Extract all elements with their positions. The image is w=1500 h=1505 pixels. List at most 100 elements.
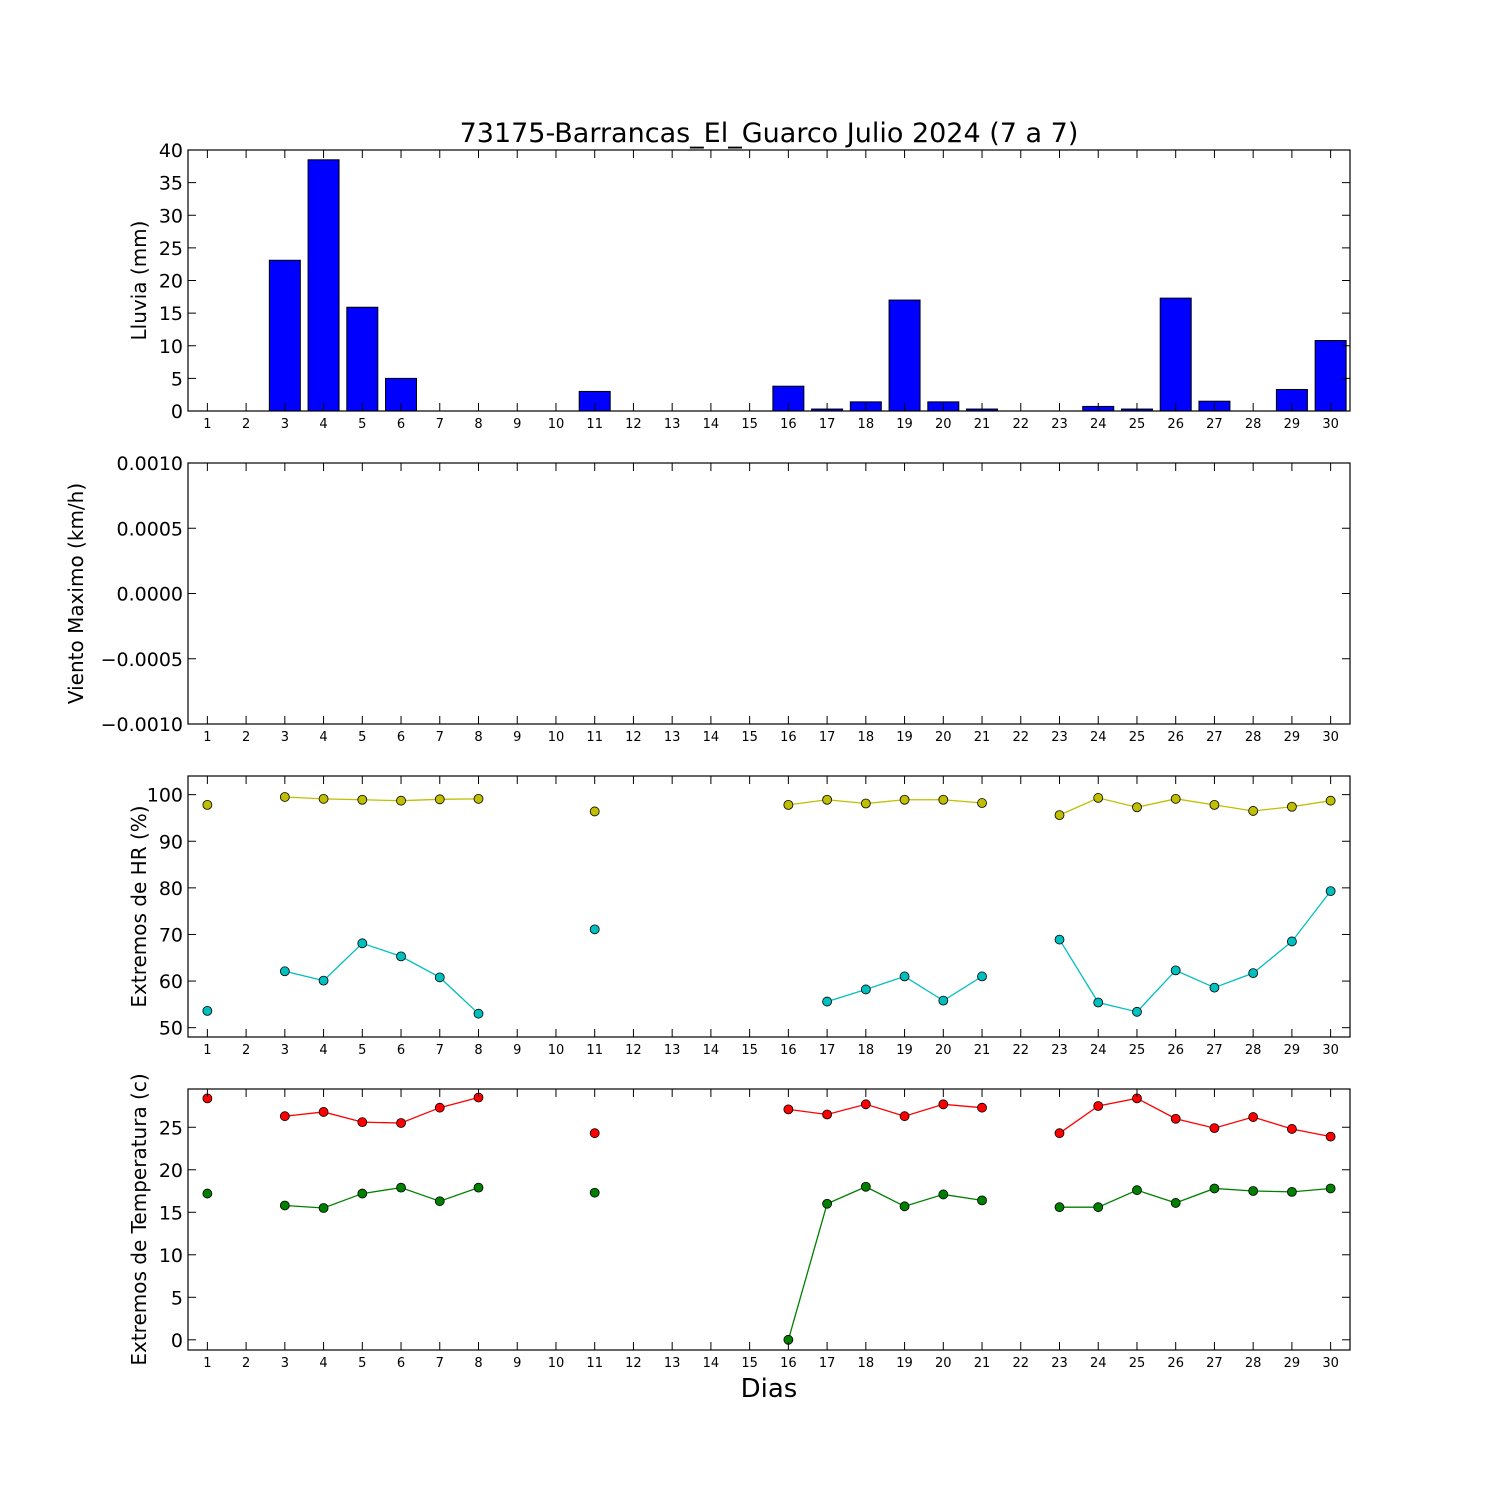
series-line-segment — [284, 1186, 479, 1209]
data-point-day-28 — [1248, 968, 1259, 979]
data-point-day-20 — [938, 1189, 949, 1200]
data-point-day-27 — [1209, 1183, 1220, 1194]
x-tick-label: 29 — [1284, 730, 1301, 745]
x-tick-label: 15 — [741, 1356, 758, 1371]
data-point-day-26 — [1170, 793, 1181, 804]
x-tick-label: 24 — [1090, 730, 1107, 745]
x-tick-label: 8 — [474, 417, 482, 432]
x-tick-label: 11 — [586, 1043, 603, 1058]
x-tick-label: 24 — [1090, 417, 1107, 432]
data-point-day-5 — [357, 794, 368, 805]
x-tick-label: 21 — [974, 730, 991, 745]
x-tick-label: 16 — [780, 730, 797, 745]
x-tick-label: 27 — [1206, 1043, 1223, 1058]
data-point-day-17 — [822, 1109, 832, 1120]
y-tick-label: 5 — [171, 1287, 183, 1309]
x-tick-label: 18 — [858, 1356, 875, 1371]
x-tick-label: 20 — [935, 1043, 952, 1058]
bar-day-19 — [888, 299, 921, 412]
x-tick-label: 5 — [358, 1356, 366, 1371]
x-tick-label: 22 — [1012, 417, 1029, 432]
x-tick-label: 22 — [1012, 730, 1029, 745]
x-tick-label: 13 — [664, 1043, 681, 1058]
series-line-segment — [787, 1186, 983, 1340]
x-tick-label: 21 — [974, 417, 991, 432]
x-tick-label: 18 — [858, 730, 875, 745]
data-point-day-4 — [318, 975, 329, 986]
x-tick-label: 9 — [513, 1043, 521, 1058]
x-tick-label: 12 — [625, 730, 642, 745]
data-point-day-28 — [1248, 1112, 1259, 1122]
x-tick-label: 21 — [974, 1043, 991, 1058]
x-tick-label: 12 — [625, 1043, 642, 1058]
data-point-day-23 — [1054, 810, 1065, 821]
x-tick-label: 8 — [474, 1043, 482, 1058]
x-tick-label: 23 — [1051, 417, 1068, 432]
y-tick-label: 15 — [159, 1202, 183, 1224]
y-tick-label: 10 — [159, 336, 183, 358]
data-point-day-16 — [783, 1104, 794, 1115]
x-tick-label: 14 — [703, 1356, 720, 1371]
y-tick-label: 0.0000 — [117, 584, 183, 606]
y-tick-label: 60 — [159, 971, 183, 993]
x-tick-label: 19 — [896, 1356, 913, 1371]
data-point-day-30 — [1325, 795, 1336, 806]
data-point-day-25 — [1132, 1185, 1142, 1196]
x-tick-label: 28 — [1245, 417, 1262, 432]
data-point-day-28 — [1248, 806, 1259, 816]
x-tick-label: 7 — [436, 1356, 444, 1371]
x-tick-label: 14 — [703, 1043, 720, 1058]
x-tick-label: 14 — [703, 730, 720, 745]
panel-frame — [187, 1088, 1351, 1351]
y-axis-label: Viento Maximo (km/h) — [64, 483, 88, 704]
data-point-day-24 — [1093, 997, 1104, 1008]
data-point-day-17 — [822, 996, 832, 1007]
data-point-day-18 — [860, 984, 871, 995]
x-tick-label: 22 — [1012, 1356, 1029, 1371]
x-tick-label: 27 — [1206, 730, 1223, 745]
x-tick-label: 4 — [319, 1043, 327, 1058]
y-tick-label: 20 — [159, 1160, 183, 1182]
data-point-day-24 — [1093, 793, 1104, 803]
x-tick-label: 10 — [548, 730, 565, 745]
y-tick-label: 5 — [171, 368, 183, 390]
data-point-day-27 — [1209, 1123, 1220, 1134]
series-line-segment — [1059, 797, 1331, 816]
data-point-day-3 — [279, 1200, 290, 1211]
x-tick-label: 22 — [1012, 1043, 1029, 1058]
y-axis-label: Extremos de HR (%) — [127, 805, 151, 1007]
data-point-day-11 — [589, 1187, 600, 1198]
data-point-day-1 — [202, 1188, 213, 1199]
data-point-day-8 — [473, 1008, 484, 1019]
x-tick-label: 25 — [1129, 417, 1146, 432]
data-point-day-3 — [279, 1111, 290, 1122]
y-tick-label: 0.0010 — [117, 453, 183, 475]
y-tick-label: 0 — [171, 401, 183, 423]
x-tick-label: 8 — [474, 1356, 482, 1371]
data-point-day-19 — [899, 971, 910, 982]
data-point-day-19 — [899, 1111, 910, 1122]
data-point-day-7 — [434, 1196, 445, 1207]
data-point-day-20 — [938, 794, 949, 805]
x-tick-label: 1 — [203, 1356, 211, 1371]
data-point-day-21 — [977, 971, 987, 982]
x-tick-label: 7 — [436, 417, 444, 432]
data-point-day-8 — [473, 1182, 484, 1193]
x-tick-label: 10 — [548, 417, 565, 432]
x-tick-label: 11 — [586, 1356, 603, 1371]
x-tick-label: 6 — [397, 730, 405, 745]
x-tick-label: 26 — [1167, 1356, 1184, 1371]
x-tick-label: 17 — [819, 1356, 836, 1371]
x-tick-label: 6 — [397, 1356, 405, 1371]
y-tick-label: 35 — [159, 173, 183, 195]
y-tick-label: 100 — [147, 785, 183, 807]
data-point-day-20 — [938, 1099, 949, 1110]
data-point-day-19 — [899, 794, 910, 805]
series-1 — [202, 1092, 1336, 1142]
x-tick-label: 21 — [974, 1356, 991, 1371]
data-point-day-3 — [279, 966, 290, 977]
series-line-segment — [284, 796, 479, 802]
